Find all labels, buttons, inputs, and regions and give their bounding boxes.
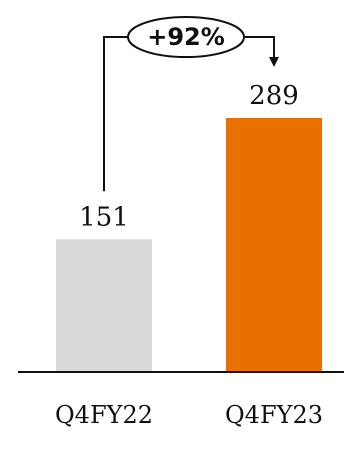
growth-label: +92% bbox=[147, 23, 225, 51]
growth-annotation: +92% bbox=[103, 16, 279, 192]
value-label-q4fy23: 289 bbox=[249, 81, 299, 111]
category-label-q4fy23: Q4FY23 bbox=[225, 401, 323, 429]
bar-q4fy22 bbox=[56, 239, 152, 372]
category-label-q4fy22: Q4FY22 bbox=[55, 401, 153, 429]
value-label-q4fy22: 151 bbox=[79, 202, 129, 232]
bar-q4fy23 bbox=[226, 118, 322, 372]
growth-oval bbox=[127, 16, 245, 58]
